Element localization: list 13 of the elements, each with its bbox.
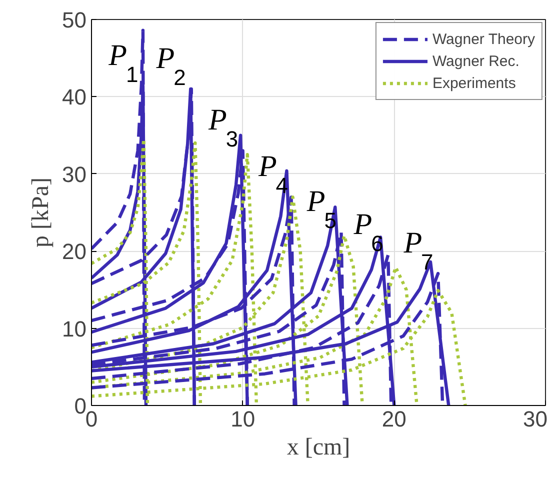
x-axis-title: x [cm] (286, 434, 350, 460)
legend-label: Wagner Theory (432, 30, 535, 48)
y-tick-label: 50 (62, 8, 87, 32)
y-tick-label: 40 (62, 84, 87, 110)
y-tick-label: 30 (62, 162, 87, 187)
legend-label: Experiments (432, 74, 516, 92)
legend-label: Wagner Rec. (432, 52, 520, 70)
x-tick-label: 10 (230, 406, 256, 432)
y-tick-label: 10 (62, 316, 87, 342)
x-tick-label: 30 (523, 406, 547, 432)
x-tick-label: 20 (382, 406, 406, 432)
y-tick-label: 20 (62, 239, 87, 264)
y-axis-title: p [kPa] (28, 178, 54, 248)
